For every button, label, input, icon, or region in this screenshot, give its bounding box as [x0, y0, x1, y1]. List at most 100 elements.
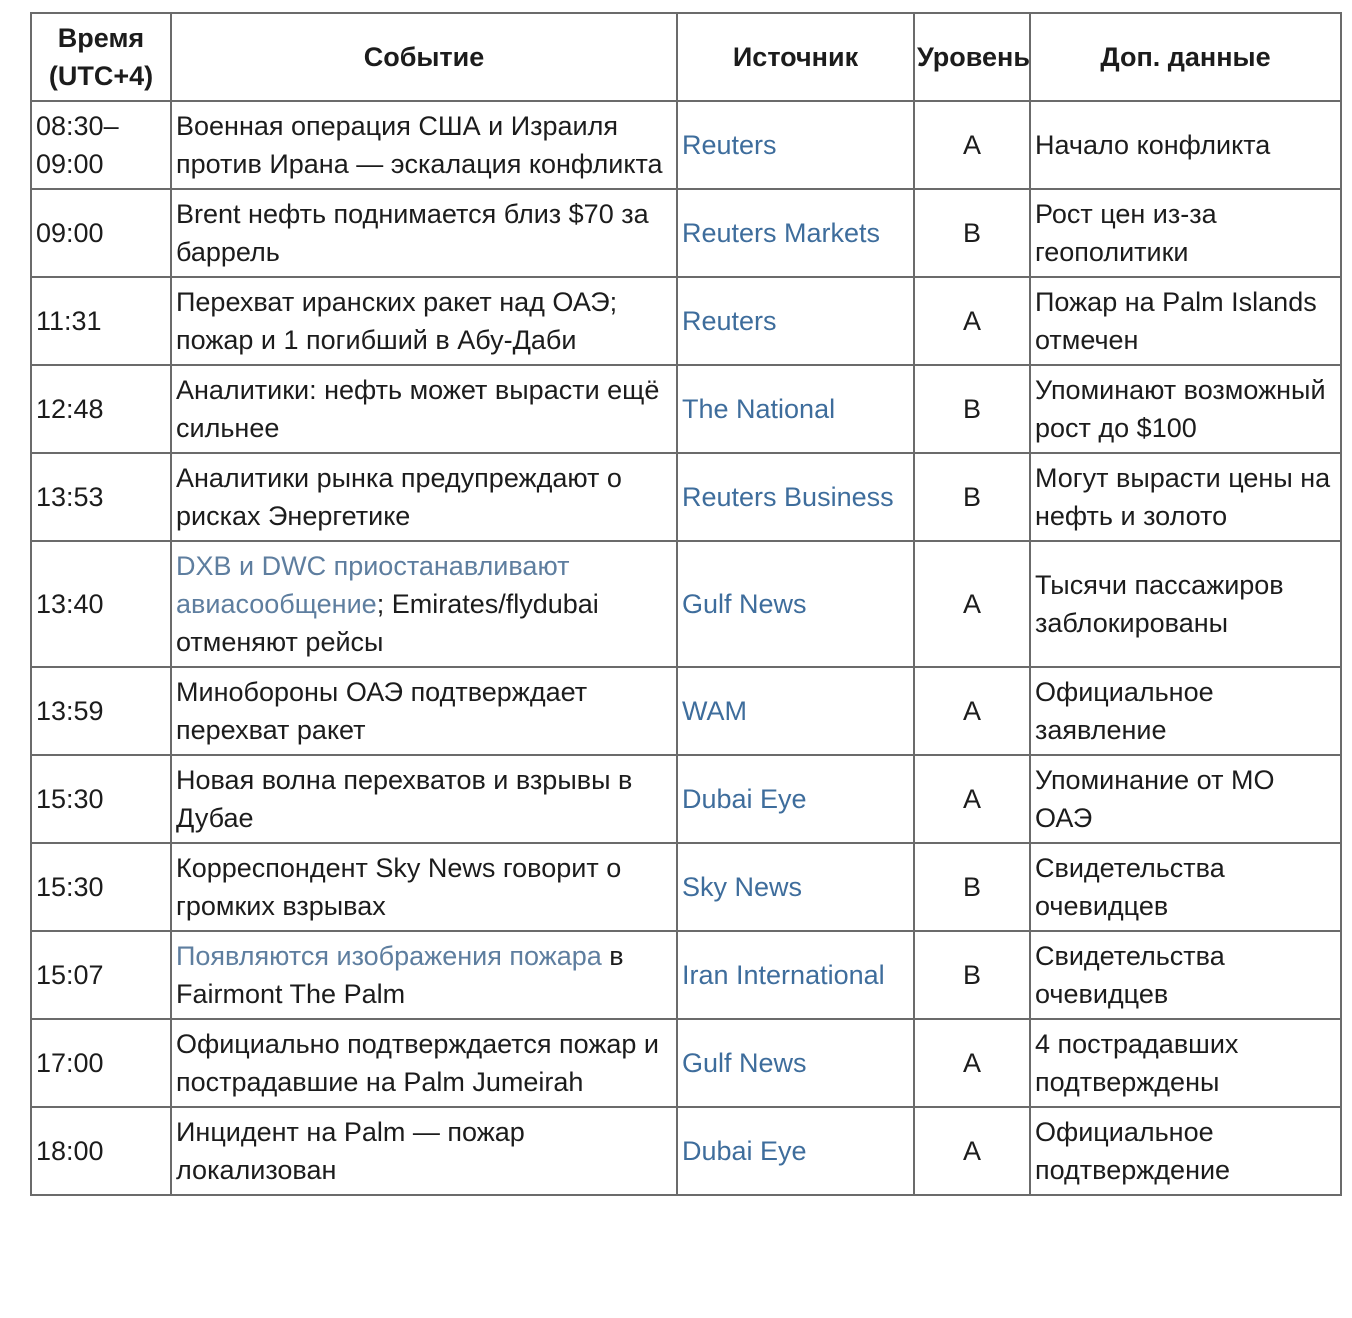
source-cell: Dubai Eye [676, 754, 915, 844]
level-cell: B [913, 188, 1031, 278]
level-cell: B [913, 452, 1031, 542]
extra-data-cell: Упоминают возможный рост до $100 [1029, 364, 1342, 454]
source-cell: Reuters [676, 100, 915, 190]
table-row: 09:00 Brent нефть поднимается близ $70 за… [30, 188, 1342, 278]
event-text: Перехват иранских ракет над ОАЭ; пожар и… [176, 287, 618, 355]
level-cell: A [913, 666, 1031, 756]
source-link[interactable]: Gulf News [682, 589, 807, 619]
source-link[interactable]: The National [682, 394, 836, 424]
event-text: Аналитики рынка предупреждают о рисках Э… [176, 463, 622, 531]
level-cell: A [913, 100, 1031, 190]
time-cell: 15:30 [30, 754, 172, 844]
column-header-event: Событие [170, 12, 678, 102]
level-cell: A [913, 276, 1031, 366]
event-cell: Аналитики рынка предупреждают о рисках Э… [170, 452, 678, 542]
source-link[interactable]: Iran International [682, 960, 885, 990]
event-cell: Brent нефть поднимается близ $70 за барр… [170, 188, 678, 278]
level-cell: B [913, 842, 1031, 932]
event-cell: Аналитики: нефть может вырасти ещё сильн… [170, 364, 678, 454]
source-link[interactable]: Dubai Eye [682, 784, 807, 814]
event-cell: DXB и DWC приостанавливают авиасообщение… [170, 540, 678, 668]
table-row: 15:30 Новая волна перехватов и взрывы в Д… [30, 754, 1342, 844]
extra-data-cell: Могут вырасти цены на нефть и золото [1029, 452, 1342, 542]
event-text: Новая волна перехватов и взрывы в Дубае [176, 765, 633, 833]
event-text: Корреспондент Sky News говорит о громких… [176, 853, 622, 921]
extra-data-cell: 4 пострадавших подтверждены [1029, 1018, 1342, 1108]
events-timeline: Время (UTC+4) Событие Источник Уровень Доп. … [30, 12, 1342, 1196]
time-cell: 15:07 [30, 930, 172, 1020]
table-row: 12:48 Аналитики: нефть может вырасти ещё … [30, 364, 1342, 454]
time-cell: 17:00 [30, 1018, 172, 1108]
event-cell: Официально подтверждается пожар и постра… [170, 1018, 678, 1108]
source-cell: Reuters Markets [676, 188, 915, 278]
extra-data-cell: Упоминание от МО ОАЭ [1029, 754, 1342, 844]
event-link[interactable]: Появляются изображения пожара [176, 941, 602, 971]
table-row: 13:59 Минобороны ОАЭ подтверждает перехва… [30, 666, 1342, 756]
event-text: Военная операция США и Израиля против Ир… [176, 111, 663, 179]
source-cell: Dubai Eye [676, 1106, 915, 1196]
level-cell: B [913, 930, 1031, 1020]
source-link[interactable]: Reuters [682, 130, 777, 160]
column-header-extra: Доп. данные [1029, 12, 1342, 102]
time-cell: 09:00 [30, 188, 172, 278]
event-cell: Появляются изображения пожара в Fairmont… [170, 930, 678, 1020]
event-text: Brent нефть поднимается близ $70 за барр… [176, 199, 649, 267]
source-link[interactable]: Reuters [682, 306, 777, 336]
source-cell: Reuters Business [676, 452, 915, 542]
level-cell: A [913, 540, 1031, 668]
extra-data-cell: Пожар на Palm Islands отмечен [1029, 276, 1342, 366]
source-link[interactable]: Reuters Business [682, 482, 894, 512]
event-text: Инцидент на Palm — пожар локализован [176, 1117, 525, 1185]
event-cell: Военная операция США и Израиля против Ир… [170, 100, 678, 190]
table-row: 18:00 Инцидент на Palm — пожар локализова… [30, 1106, 1342, 1196]
source-link[interactable]: Dubai Eye [682, 1136, 807, 1166]
events-table: Время (UTC+4) Событие Источник Уровень Доп. … [30, 12, 1342, 1196]
time-cell: 11:31 [30, 276, 172, 366]
source-link[interactable]: Reuters Markets [682, 218, 881, 248]
source-cell: The National [676, 364, 915, 454]
extra-data-cell: Начало конфликта [1029, 100, 1342, 190]
table-row: 13:40 DXB и DWC приостанавливают авиасооб… [30, 540, 1342, 668]
table-row: 08:30–09:00 Военная операция США и Израил… [30, 100, 1342, 190]
extra-data-cell: Рост цен из-за геополитики [1029, 188, 1342, 278]
table-row: 11:31 Перехват иранских ракет над ОАЭ; по… [30, 276, 1342, 366]
source-cell: Gulf News [676, 1018, 915, 1108]
event-cell: Корреспондент Sky News говорит о громких… [170, 842, 678, 932]
column-header-level: Уровень [913, 12, 1031, 102]
event-link[interactable]: DXB и DWC приостанавливают авиасообщение [176, 551, 570, 619]
time-cell: 13:40 [30, 540, 172, 668]
source-link[interactable]: WAM [682, 696, 747, 726]
column-header-source: Источник [676, 12, 915, 102]
extra-data-cell: Свидетельства очевидцев [1029, 930, 1342, 1020]
time-cell: 13:53 [30, 452, 172, 542]
source-cell: Iran International [676, 930, 915, 1020]
time-cell: 12:48 [30, 364, 172, 454]
table-row: 13:53 Аналитики рынка предупреждают о рис… [30, 452, 1342, 542]
table-row: 15:30 Корреспондент Sky News говорит о гр… [30, 842, 1342, 932]
extra-data-cell: Свидетельства очевидцев [1029, 842, 1342, 932]
event-cell: Новая волна перехватов и взрывы в Дубае [170, 754, 678, 844]
event-cell: Минобороны ОАЭ подтверждает перехват рак… [170, 666, 678, 756]
time-cell: 08:30–09:00 [30, 100, 172, 190]
event-text: Официально подтверждается пожар и постра… [176, 1029, 659, 1097]
extra-data-cell: Официальное заявление [1029, 666, 1342, 756]
event-text: в Fairmont The Palm [176, 941, 624, 1009]
level-cell: A [913, 754, 1031, 844]
source-cell: Reuters [676, 276, 915, 366]
time-cell: 18:00 [30, 1106, 172, 1196]
event-cell: Инцидент на Palm — пожар локализован [170, 1106, 678, 1196]
event-text: Минобороны ОАЭ подтверждает перехват рак… [176, 677, 588, 745]
table-header-row: Время (UTC+4) Событие Источник Уровень Доп. … [30, 12, 1342, 102]
level-cell: B [913, 364, 1031, 454]
source-link[interactable]: Gulf News [682, 1048, 807, 1078]
level-cell: A [913, 1106, 1031, 1196]
level-cell: A [913, 1018, 1031, 1108]
extra-data-cell: Тысячи пассажиров заблокированы [1029, 540, 1342, 668]
time-cell: 13:59 [30, 666, 172, 756]
event-cell: Перехват иранских ракет над ОАЭ; пожар и… [170, 276, 678, 366]
table-row: 17:00 Официально подтверждается пожар и п… [30, 1018, 1342, 1108]
column-header-time: Время (UTC+4) [30, 12, 172, 102]
event-text: Аналитики: нефть может вырасти ещё сильн… [176, 375, 660, 443]
source-cell: WAM [676, 666, 915, 756]
source-link[interactable]: Sky News [682, 872, 803, 902]
